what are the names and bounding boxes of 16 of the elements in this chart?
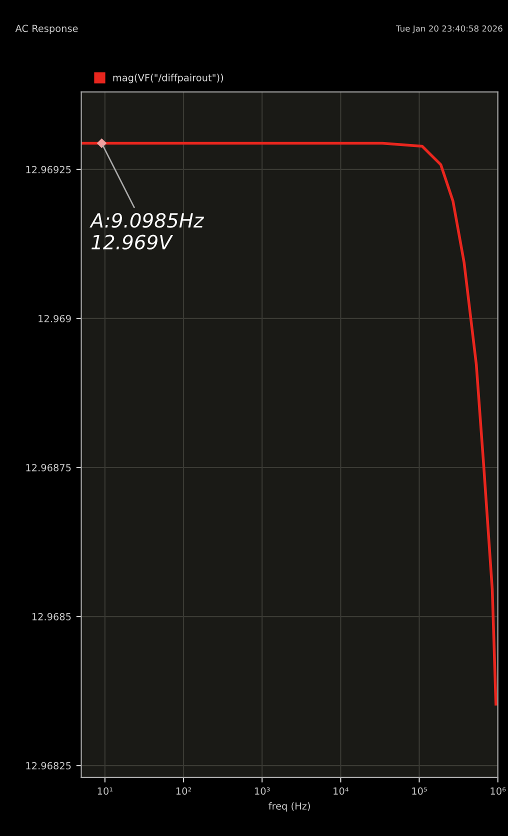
chart-title: AC Response — [15, 24, 78, 34]
x-tick-label: 10⁴ — [334, 787, 349, 795]
y-tick-label: 12.96925 — [26, 166, 71, 174]
y-tick-label: 12.96875 — [26, 464, 71, 472]
y-tick-label: 12.9685 — [32, 613, 71, 620]
x-tick-label: 10² — [176, 787, 192, 795]
annotation: A:9.0985Hz 12.969V — [90, 213, 204, 250]
x-tick-label: 10⁶ — [490, 787, 506, 795]
text: Tue Jan 20 23:40:58 2026 — [396, 25, 502, 34]
legend-label: mag(VF("/diffpairout")) — [113, 74, 224, 84]
x-tick-label: 10⁵ — [412, 787, 427, 795]
x-tick-label: 10¹ — [98, 787, 113, 795]
y-tick-label: 12.969 — [38, 314, 71, 322]
y-tick-label: 12.96825 — [26, 762, 71, 770]
x-axis-title: freq (Hz) — [268, 802, 310, 812]
x-tick-label: 10³ — [255, 787, 270, 795]
